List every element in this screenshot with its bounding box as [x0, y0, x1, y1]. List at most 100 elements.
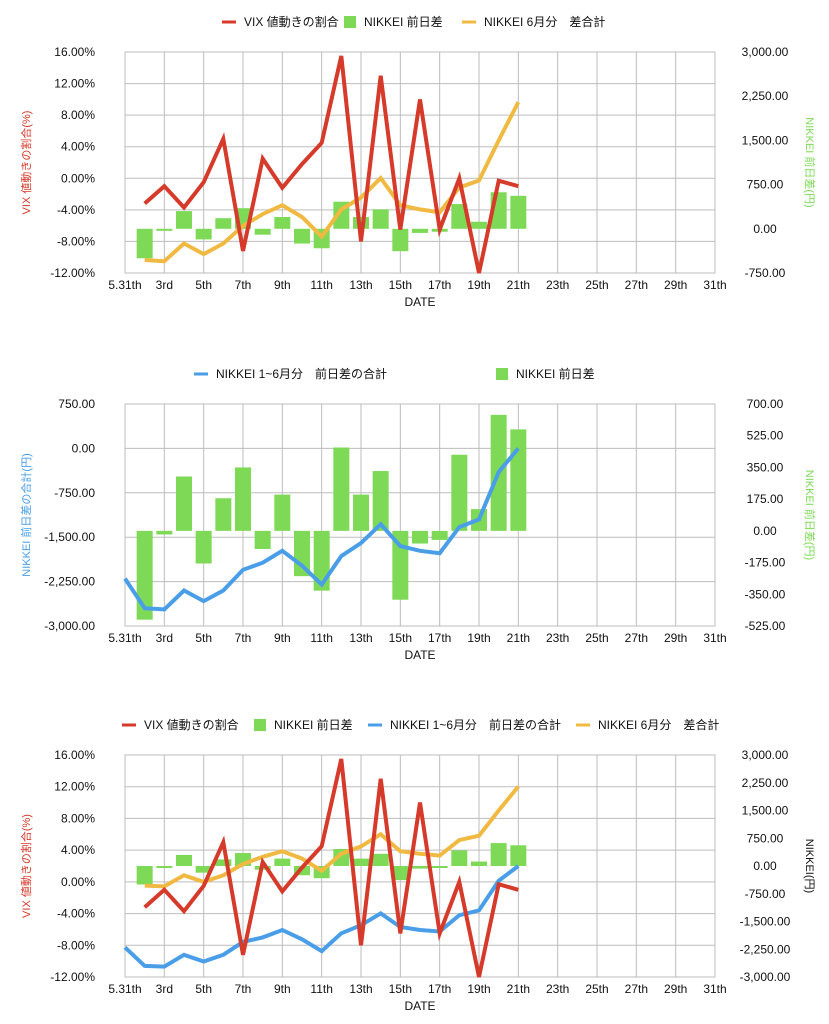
- bar-nikkei-diff: [451, 454, 468, 531]
- right-tick-label: 1,500.00: [742, 133, 789, 147]
- x-tick-label: 31th: [703, 982, 726, 996]
- x-tick-label: 21th: [507, 631, 530, 645]
- left-axis-title: VIX 値動きの割合(%): [19, 814, 33, 918]
- left-tick-label: 4.00%: [61, 843, 95, 857]
- right-axis-title: NIKKEI 前日差(円): [803, 117, 817, 207]
- x-axis-title: DATE: [404, 648, 435, 662]
- right-tick-label: 525.00: [747, 429, 784, 443]
- bar-nikkei-diff: [412, 530, 428, 544]
- x-tick-label: 17th: [428, 278, 451, 292]
- legend-label: VIX 値動きの割合: [144, 717, 239, 732]
- right-tick-label: -3,000.00: [740, 970, 791, 984]
- x-tick-label: 5.31th: [108, 631, 141, 645]
- x-tick-label: 5th: [195, 982, 212, 996]
- x-tick-label: 7th: [235, 631, 252, 645]
- bar-nikkei-diff: [451, 850, 468, 866]
- bar-nikkei-diff: [156, 530, 173, 535]
- left-tick-label: 8.00%: [61, 811, 95, 825]
- x-tick-label: 9th: [274, 278, 291, 292]
- right-tick-label: 750.00: [747, 831, 784, 845]
- left-tick-label: 0.00%: [61, 171, 95, 185]
- x-tick-label: 19th: [467, 631, 490, 645]
- x-tick-label: 5th: [195, 631, 212, 645]
- bar-nikkei-diff: [510, 845, 527, 866]
- x-tick-label: 27th: [625, 982, 648, 996]
- x-tick-label: 29th: [664, 982, 687, 996]
- right-axis-title: NIKKEI 前日差(円): [803, 470, 817, 560]
- right-tick-label: -1,500.00: [740, 915, 791, 929]
- bar-nikkei-diff: [353, 858, 369, 866]
- line-vix: [143, 55, 519, 274]
- x-tick-label: 19th: [467, 982, 490, 996]
- right-tick-label: 3,000.00: [742, 748, 789, 762]
- x-tick-label: 3rd: [156, 278, 173, 292]
- legend-label: NIKKEI 前日差: [274, 717, 353, 732]
- left-axis-title: NIKKEI 前日差の合計(円): [19, 453, 33, 576]
- x-tick-label: 23th: [546, 278, 569, 292]
- x-tick-label: 21th: [507, 278, 530, 292]
- legend-swatch: [254, 719, 266, 731]
- left-tick-label: 16.00%: [54, 45, 95, 59]
- left-tick-label: 12.00%: [54, 77, 95, 91]
- plot-frame: [124, 51, 716, 274]
- x-tick-label: 11th: [310, 278, 332, 292]
- x-tick-label: 13th: [349, 982, 372, 996]
- bar-nikkei-diff: [195, 228, 212, 240]
- x-tick-label: 5th: [195, 278, 212, 292]
- right-tick-label: 1,500.00: [742, 804, 789, 818]
- right-tick-label: -525.00: [745, 619, 786, 633]
- right-tick-label: 2,250.00: [742, 776, 789, 790]
- legend-label: VIX 値動きの割合: [244, 14, 339, 29]
- bar-nikkei-diff: [431, 866, 448, 868]
- bar-nikkei-diff: [274, 494, 291, 531]
- right-tick-label: 175.00: [747, 492, 784, 506]
- bar-nikkei-diff: [490, 843, 507, 866]
- legend-label: NIKKEI 6月分 差合計: [484, 14, 605, 29]
- right-tick-label: 700.00: [747, 397, 784, 411]
- x-tick-label: 23th: [546, 982, 569, 996]
- bar-nikkei-diff: [431, 530, 448, 540]
- x-tick-label: 27th: [625, 631, 648, 645]
- plot-frame: [124, 754, 716, 978]
- right-tick-label: 750.00: [747, 178, 784, 192]
- left-tick-label: -12.00%: [50, 970, 95, 984]
- bar-nikkei-diff: [274, 858, 291, 866]
- bar-nikkei-diff: [412, 228, 428, 233]
- left-tick-label: 750.00: [58, 397, 95, 411]
- right-tick-label: -750.00: [745, 266, 786, 280]
- bar-nikkei-diff: [392, 228, 409, 252]
- x-tick-label: 13th: [349, 631, 372, 645]
- left-tick-label: 12.00%: [54, 780, 95, 794]
- right-tick-label: 0.00: [753, 524, 777, 538]
- right-tick-label: -750.00: [745, 887, 786, 901]
- left-tick-label: -4.00%: [57, 907, 95, 921]
- bar-nikkei-diff: [274, 217, 291, 229]
- x-tick-label: 31th: [703, 631, 726, 645]
- bar-nikkei-diff: [392, 866, 409, 881]
- x-tick-label: 7th: [235, 278, 252, 292]
- legend-label: NIKKEI 前日差: [516, 366, 595, 381]
- bar-nikkei-diff: [372, 471, 389, 531]
- x-tick-label: 5.31th: [108, 278, 141, 292]
- right-tick-label: 0.00: [753, 222, 777, 236]
- bar-nikkei-diff: [372, 853, 389, 866]
- x-tick-label: 25th: [585, 631, 608, 645]
- bar-nikkei-diff: [372, 209, 389, 229]
- x-tick-label: 15th: [389, 278, 412, 292]
- x-tick-label: 17th: [428, 631, 451, 645]
- x-tick-label: 3rd: [156, 631, 173, 645]
- bar-nikkei-diff: [254, 530, 271, 549]
- left-axis-title: VIX 値動きの割合(%): [19, 111, 33, 215]
- right-tick-label: 350.00: [747, 460, 784, 474]
- bar-nikkei-diff: [294, 228, 310, 244]
- bar-nikkei-diff: [471, 221, 487, 229]
- x-tick-label: 25th: [585, 278, 608, 292]
- x-tick-label: 11th: [310, 631, 332, 645]
- bar-nikkei-diff: [136, 530, 153, 620]
- x-tick-label: 15th: [389, 631, 412, 645]
- bar-nikkei-diff: [215, 218, 232, 229]
- left-tick-label: 0.00: [72, 441, 96, 455]
- left-tick-label: -1,500.00: [44, 530, 95, 544]
- bar-nikkei-diff: [412, 866, 428, 869]
